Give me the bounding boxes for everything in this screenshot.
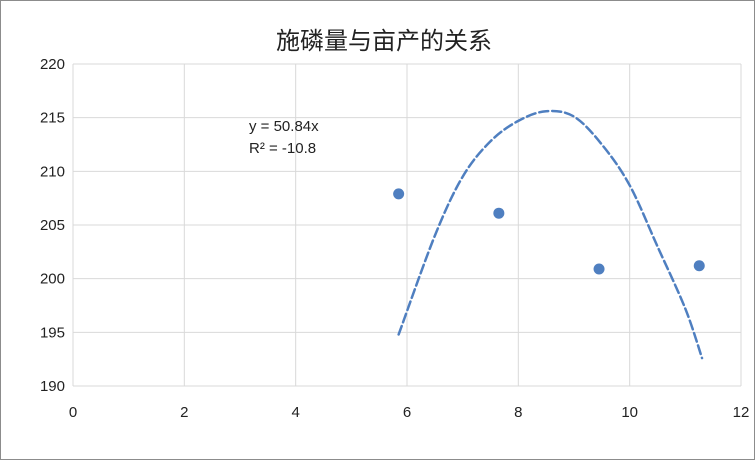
y-tick-label: 195 (40, 324, 65, 341)
x-tick-label: 10 (621, 404, 638, 421)
trendline-r-squared: R² = -10.8 (249, 140, 316, 157)
x-tick-label: 12 (733, 404, 750, 421)
x-tick-label: 4 (291, 404, 299, 421)
y-tick-label: 190 (40, 378, 65, 395)
data-points (393, 188, 705, 275)
x-tick-label: 6 (403, 404, 411, 421)
chart-title: 施磷量与亩产的关系 (276, 27, 492, 55)
x-axis-ticks: 0 2 4 6 8 10 12 (69, 404, 750, 421)
y-tick-label: 220 (40, 56, 65, 73)
trendline-path (397, 109, 704, 360)
y-tick-label: 200 (40, 271, 65, 288)
data-point (393, 188, 405, 200)
x-tick-label: 8 (514, 404, 522, 421)
x-tick-label: 0 (69, 404, 77, 421)
trendline-equation: y = 50.84x (249, 118, 319, 135)
trendline (397, 109, 704, 360)
y-tick-label: 215 (40, 110, 65, 127)
data-point (493, 207, 505, 219)
y-tick-label: 210 (40, 163, 65, 180)
data-point (693, 260, 705, 272)
grid-lines (72, 63, 742, 387)
y-tick-label: 205 (40, 217, 65, 234)
y-axis-ticks: 190 195 200 205 210 215 220 (40, 56, 65, 395)
data-point (593, 263, 605, 275)
x-tick-label: 2 (180, 404, 188, 421)
